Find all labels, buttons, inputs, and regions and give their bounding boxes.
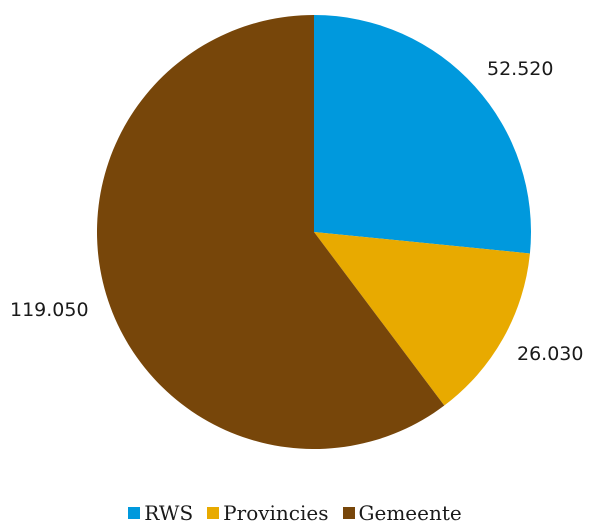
pie-slices [96, 15, 531, 449]
legend-swatch-provincies [207, 507, 220, 519]
chart-legend: RWS Provincies Gemeente [0, 502, 590, 524]
pie-chart: 52.520 26.030 119.050 [10, 15, 583, 449]
legend-label-gemeente: Gemeente [358, 501, 462, 525]
legend-label-provincies: Provincies [223, 501, 329, 525]
legend-item-provincies: Provincies [207, 501, 329, 525]
legend-swatch-rws [128, 507, 141, 519]
data-label-gemeente: 119.050 [10, 299, 89, 321]
data-label-rws: 52.520 [487, 58, 553, 80]
legend-item-rws: RWS [128, 502, 193, 524]
pie-data-labels: 52.520 26.030 119.050 [10, 58, 583, 365]
legend-swatch-gemeente [342, 507, 355, 519]
pie-slice-gemeente [96, 15, 445, 449]
pie-slice-provincies [314, 232, 530, 406]
legend-label-rws: RWS [144, 501, 194, 525]
data-label-provincies: 26.030 [517, 343, 583, 365]
legend-item-gemeente: Gemeente [342, 501, 462, 525]
pie-slice-rws [314, 15, 531, 254]
